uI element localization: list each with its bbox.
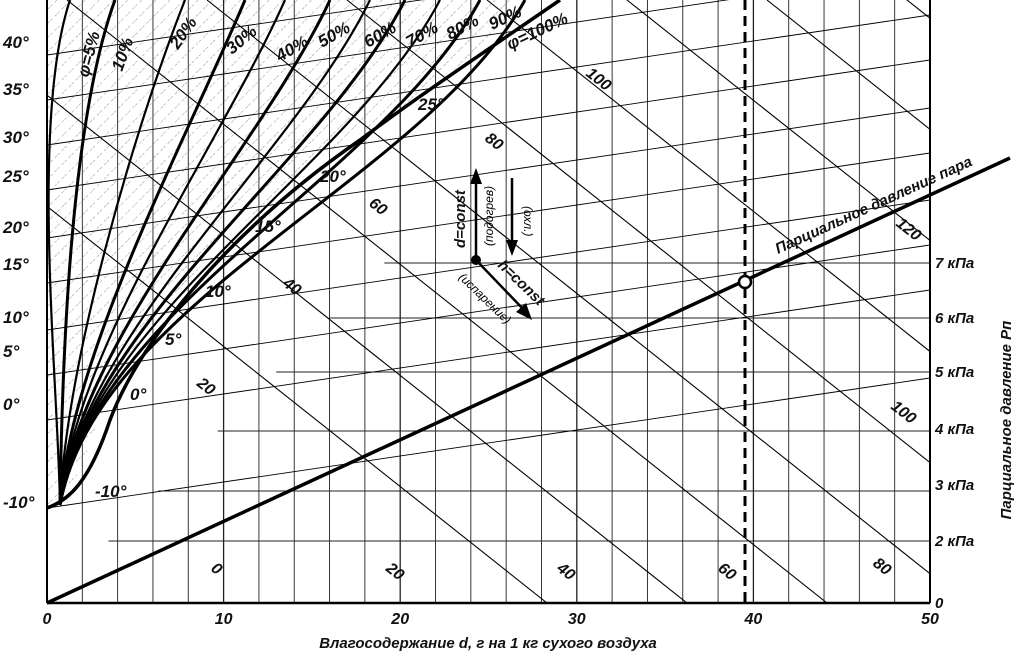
x-tick-label: 20 bbox=[390, 611, 409, 628]
heating-label: (подогрев) bbox=[482, 186, 496, 246]
isotherm-line bbox=[47, 377, 930, 509]
enthalpy-lines bbox=[47, 0, 930, 603]
enthalpy-label: 60 bbox=[366, 195, 391, 219]
cooling-label: (охл.) bbox=[521, 206, 535, 237]
pressure-tick-label: 0 bbox=[935, 595, 944, 612]
pressure-tick-label: 3 кПа bbox=[935, 477, 974, 494]
isotherm-line bbox=[47, 199, 930, 331]
enthalpy-label: 0 bbox=[208, 560, 226, 579]
isotherm-label: 10° bbox=[205, 282, 231, 301]
isotherm-label: 20° bbox=[319, 167, 346, 186]
enthalpy-line bbox=[486, 0, 930, 353]
process-indicator: d=const (подогрев) (охл.) h=const (испар… bbox=[452, 168, 548, 327]
rh-curve bbox=[58, 0, 482, 506]
enthalpy-line bbox=[47, 205, 548, 603]
rh-curve bbox=[58, 0, 527, 506]
saturation-curve bbox=[47, 0, 561, 510]
x-tick-label: 10 bbox=[215, 611, 233, 628]
x-tick-label: 30 bbox=[568, 611, 586, 628]
rh-curve bbox=[58, 0, 371, 506]
isotherm-line bbox=[47, 0, 730, 101]
rh-curve bbox=[58, 0, 332, 506]
temperature-tick-label: 35° bbox=[3, 80, 29, 99]
temperature-tick-label: 5° bbox=[3, 342, 19, 361]
isotherm-line bbox=[47, 244, 930, 376]
isotherm-label: 25° bbox=[417, 95, 444, 114]
isotherm-line bbox=[47, 152, 930, 284]
grid-layer bbox=[81, 0, 930, 603]
enthalpy-line bbox=[626, 0, 930, 242]
enthalpy-line bbox=[766, 0, 930, 131]
pressure-tick-label: 4 кПа bbox=[934, 421, 974, 438]
temperature-tick-label: 30° bbox=[3, 128, 29, 147]
enthalpy-label: 100 bbox=[583, 65, 615, 95]
isotherm-label: 0° bbox=[130, 385, 146, 404]
temperature-tick-label: 0° bbox=[3, 395, 19, 414]
temperature-tick-label: 25° bbox=[2, 167, 29, 186]
enthalpy-label: 40 bbox=[553, 559, 578, 584]
x-tick-label: 0 bbox=[43, 611, 52, 628]
pressure-tick-label: 2 кПа bbox=[934, 533, 974, 550]
partial-pressure-line bbox=[46, 156, 1011, 605]
d-const-label: d=const bbox=[452, 189, 469, 248]
temperature-tick-label: 10° bbox=[3, 308, 29, 327]
pressure-tick-label: 6 кПа bbox=[935, 310, 974, 327]
isotherm-label: 5° bbox=[165, 330, 181, 349]
pressure-tick-label: 5 кПа bbox=[935, 364, 974, 381]
partial-pressure-label: Парциальное давление пара bbox=[773, 153, 975, 257]
x-tick-label: 40 bbox=[744, 611, 763, 628]
h-const-arrowhead bbox=[516, 303, 532, 320]
enthalpy-label: 20 bbox=[382, 559, 407, 584]
enthalpy-line bbox=[346, 0, 930, 464]
rh-curve bbox=[58, 0, 441, 506]
enthalpy-label: 80 bbox=[870, 555, 895, 579]
right-axis-title: Парциальное давление Рп bbox=[998, 321, 1015, 520]
cooling-arrowhead bbox=[506, 240, 518, 256]
enthalpy-line bbox=[206, 0, 930, 575]
isotherm-label: -10° bbox=[95, 482, 127, 501]
marker-point bbox=[737, 274, 753, 290]
rh-curve bbox=[47, 0, 72, 506]
rh-curve bbox=[58, 0, 247, 506]
enthalpy-line bbox=[66, 0, 828, 603]
enthalpy-label: 120 bbox=[893, 215, 925, 245]
h-const-arrow bbox=[475, 259, 525, 311]
enthalpy-line bbox=[47, 94, 688, 603]
enthalpy-label: 100 bbox=[888, 398, 920, 428]
temperature-tick-label: -10° bbox=[3, 493, 35, 512]
d-const-arrowhead bbox=[470, 168, 482, 184]
isotherm-label: 15° bbox=[255, 217, 281, 236]
x-tick-label: 50 bbox=[921, 611, 939, 628]
rh-curve bbox=[58, 0, 287, 506]
isotherm-line bbox=[47, 59, 930, 191]
fog-region-hatch bbox=[47, 0, 520, 508]
humidity-curves bbox=[47, 0, 561, 510]
rh-curve bbox=[58, 0, 117, 506]
isotherm-line bbox=[47, 14, 930, 146]
temperature-tick-label: 15° bbox=[3, 255, 29, 274]
x-axis-title: Влагосодержание d, г на 1 кг сухого возд… bbox=[319, 635, 657, 652]
isotherm-line bbox=[47, 0, 424, 56]
rh-curve bbox=[58, 0, 407, 506]
pressure-tick-label: 7 кПа bbox=[935, 255, 974, 272]
isotherm-line bbox=[47, 289, 930, 421]
temperature-tick-label: 40° bbox=[2, 33, 29, 52]
temperature-tick-label: 20° bbox=[2, 218, 29, 237]
rh-curve bbox=[58, 0, 187, 506]
enthalpy-label: 80 bbox=[482, 130, 507, 154]
